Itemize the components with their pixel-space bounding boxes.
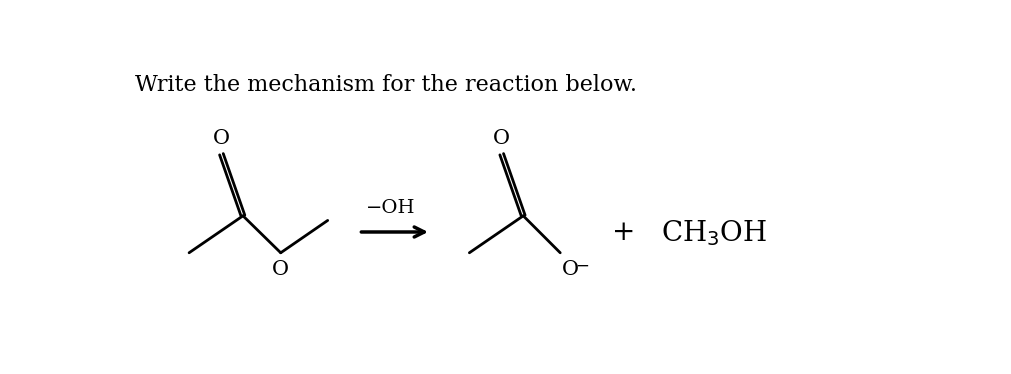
Text: O: O — [272, 260, 289, 279]
Text: O: O — [561, 260, 578, 279]
Text: O: O — [492, 129, 510, 148]
Text: Write the mechanism for the reaction below.: Write the mechanism for the reaction bel… — [135, 74, 637, 96]
Text: CH$_3$OH: CH$_3$OH — [660, 218, 766, 248]
Text: O: O — [212, 129, 229, 148]
Text: −: − — [575, 257, 589, 275]
Text: −OH: −OH — [366, 199, 416, 217]
Text: +: + — [611, 219, 635, 246]
